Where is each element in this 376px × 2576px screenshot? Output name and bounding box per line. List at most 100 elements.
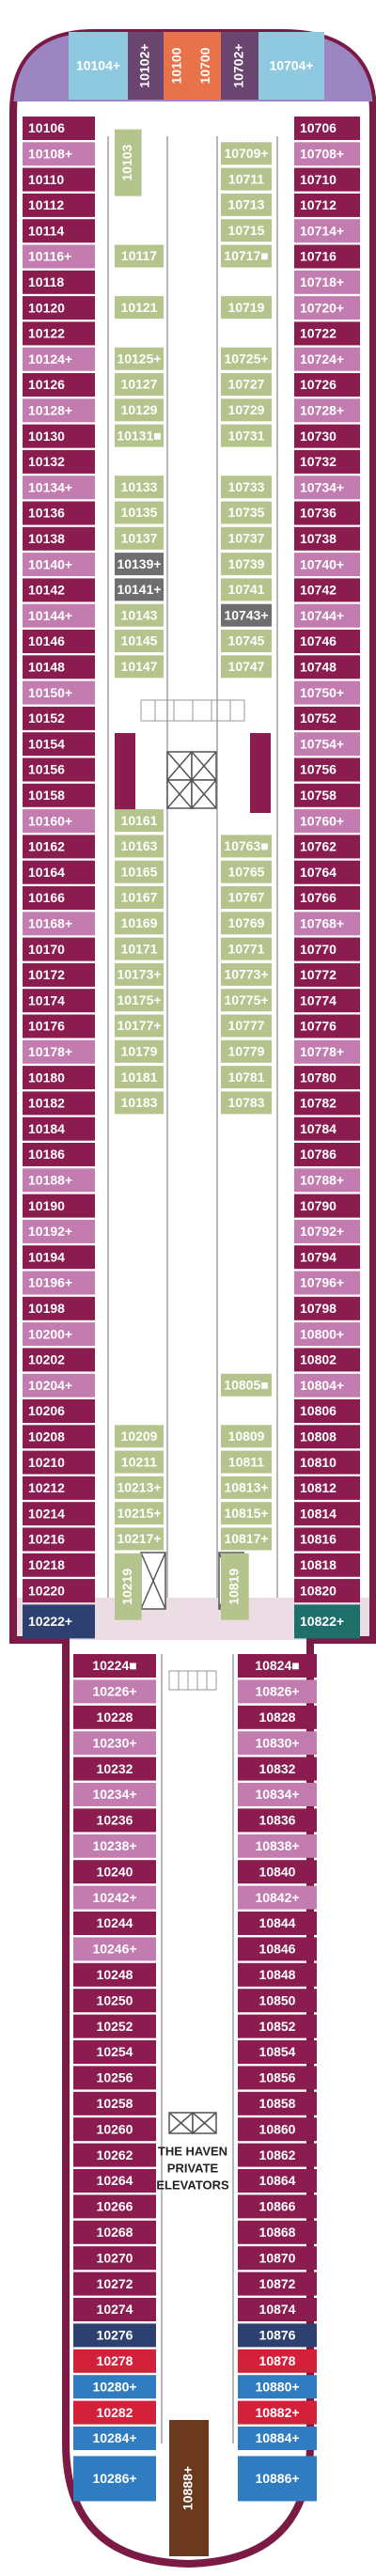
cabin bbox=[294, 809, 360, 834]
cabin-number: 10776 bbox=[300, 1019, 337, 1034]
cabin-number: 10188+ bbox=[28, 1173, 72, 1188]
cabin-number: 10120 bbox=[28, 300, 65, 315]
cabin bbox=[23, 630, 95, 653]
cabin-number: 10838+ bbox=[255, 1838, 299, 1853]
cabin bbox=[238, 2323, 317, 2348]
cabin bbox=[23, 476, 95, 500]
cabin bbox=[221, 1527, 272, 1551]
cabin-number: 10126 bbox=[28, 377, 65, 392]
cabin bbox=[294, 1116, 360, 1141]
cabin-number: 10854 bbox=[259, 2044, 296, 2059]
corridor-walls bbox=[107, 136, 278, 2443]
cabin-number: 10830+ bbox=[255, 1735, 299, 1750]
cabin-number: 10117 bbox=[121, 248, 157, 263]
cabin-number: 10794 bbox=[300, 1249, 337, 1264]
cabin bbox=[23, 398, 95, 423]
cabin-number: 10832 bbox=[259, 1761, 296, 1776]
cabin bbox=[238, 1834, 317, 1858]
cabin-number: 10735 bbox=[228, 505, 265, 520]
cabin-number: 10124+ bbox=[28, 351, 72, 367]
cabin bbox=[294, 1296, 360, 1320]
cabin-number: 10709+ bbox=[224, 146, 268, 161]
cabin-number: 10712 bbox=[300, 197, 337, 212]
cabin bbox=[23, 680, 95, 705]
stairs bbox=[140, 699, 245, 1691]
cabin-number: 10132 bbox=[28, 454, 65, 469]
cabin-number: 10264 bbox=[97, 2173, 133, 2188]
cabin bbox=[294, 398, 360, 423]
cabin-number: 10137 bbox=[121, 531, 158, 546]
cabin bbox=[221, 526, 272, 550]
cabin-number: 10828 bbox=[259, 1710, 296, 1725]
cabin bbox=[73, 2014, 156, 2038]
cabin bbox=[73, 2246, 156, 2271]
cabin bbox=[294, 553, 360, 577]
cabin-number: 10165 bbox=[121, 864, 158, 879]
cabin bbox=[294, 476, 360, 500]
cabin bbox=[23, 167, 95, 192]
cabin bbox=[115, 1527, 164, 1551]
cabin-number: 10836 bbox=[259, 1813, 296, 1828]
cabin bbox=[221, 553, 272, 576]
cabin bbox=[73, 1783, 156, 1806]
cabin bbox=[221, 886, 272, 909]
cabin bbox=[294, 1271, 360, 1295]
cabin-number: 10862 bbox=[259, 2147, 296, 2162]
cabin bbox=[23, 373, 95, 397]
cabin bbox=[23, 501, 95, 525]
cabin bbox=[73, 2349, 156, 2373]
cabin bbox=[23, 860, 95, 884]
cabin bbox=[294, 219, 360, 243]
cabin-number: 10884+ bbox=[255, 2430, 299, 2445]
cabin-number: 10727 bbox=[228, 377, 265, 392]
cabin bbox=[294, 912, 360, 936]
cabin-number: 10765 bbox=[228, 864, 265, 879]
cabin-number: 10725+ bbox=[224, 351, 268, 366]
cabin bbox=[115, 553, 164, 576]
cabin bbox=[294, 1579, 360, 1603]
cabin bbox=[221, 1091, 272, 1115]
cabin-number: 10178+ bbox=[28, 1044, 72, 1059]
cabin-number: 10826+ bbox=[255, 1684, 299, 1699]
cabin bbox=[115, 373, 164, 396]
cabin-number: 10186 bbox=[28, 1147, 65, 1162]
cabin bbox=[23, 1425, 95, 1449]
cabin-number: 10850 bbox=[259, 1992, 296, 2007]
cabin bbox=[115, 989, 164, 1012]
cabin-number: 10746 bbox=[300, 633, 337, 648]
cabin bbox=[238, 2456, 317, 2502]
cabin-number: 10102+ bbox=[137, 43, 152, 87]
elevator-label: ELEVATORS bbox=[156, 2178, 229, 2192]
cabin bbox=[294, 449, 360, 474]
cabin-number: 10147 bbox=[121, 659, 158, 674]
cabin bbox=[294, 1425, 360, 1449]
cabin bbox=[115, 962, 164, 986]
cabin-number: 10274 bbox=[97, 2302, 133, 2317]
cabin bbox=[221, 1502, 272, 1525]
cabin bbox=[23, 1399, 95, 1423]
cabin-number: 10219 bbox=[119, 1569, 134, 1605]
cabin bbox=[238, 2117, 317, 2142]
cabin-number: 10172 bbox=[28, 967, 65, 982]
cabin bbox=[23, 1143, 95, 1166]
cabin-number: 10181 bbox=[121, 1069, 158, 1085]
cabin bbox=[238, 1937, 317, 1961]
cabin bbox=[115, 835, 164, 858]
cabin-number: 10748 bbox=[300, 660, 337, 675]
cabin-number: 10878 bbox=[259, 2353, 296, 2368]
cabin bbox=[73, 1885, 156, 1910]
cabin bbox=[238, 2375, 317, 2399]
cabin-number: 10726 bbox=[300, 377, 337, 392]
cabin-number: 10744+ bbox=[300, 608, 344, 623]
cabin bbox=[294, 680, 360, 705]
cabin bbox=[23, 1604, 95, 1639]
cabin-number: 10143 bbox=[121, 607, 158, 622]
cabin-number: 10222+ bbox=[28, 1614, 72, 1629]
cabin bbox=[23, 757, 95, 782]
cabin-number: 10282 bbox=[97, 2405, 133, 2420]
cabin-number: 10134+ bbox=[28, 479, 72, 494]
cabin bbox=[294, 296, 360, 320]
cabin-number: 10168+ bbox=[28, 916, 72, 931]
cabin bbox=[169, 2420, 209, 2556]
